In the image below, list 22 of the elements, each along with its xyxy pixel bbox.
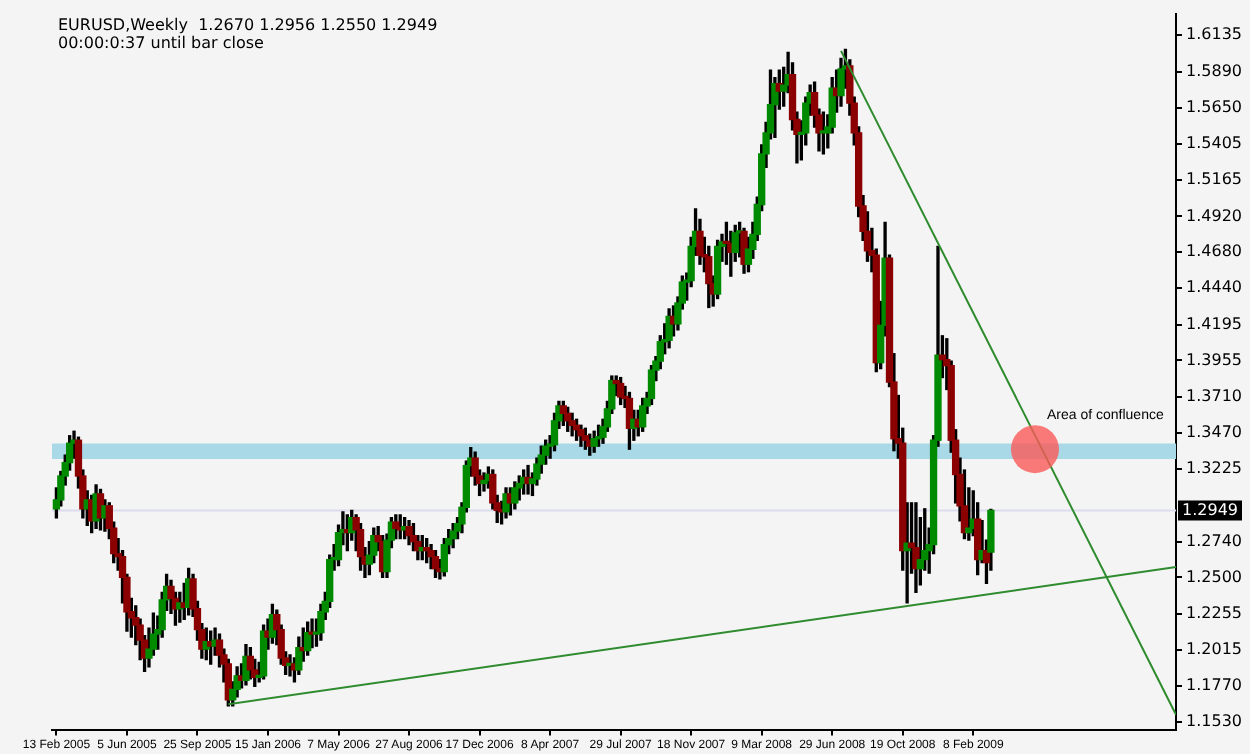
y-tick-label: 1.2255 (1186, 604, 1243, 623)
y-tick-label: 1.4920 (1186, 206, 1243, 225)
y-tick-label: 1.2500 (1186, 567, 1243, 586)
y-tick-label: 1.2740 (1186, 531, 1243, 550)
y-tick-label: 1.5405 (1186, 134, 1243, 153)
text: 00:00:0:37 until bar close (58, 33, 265, 52)
y-tick-label: 1.3955 (1186, 350, 1243, 369)
y-tick-label: 1.1530 (1186, 712, 1243, 731)
chart-title: EURUSD,Weekly 1.2670 1.2956 1.2550 1.2949 (58, 15, 438, 34)
y-tick-label: 1.1770 (1186, 676, 1243, 695)
y-tick-label: 1.5165 (1186, 170, 1243, 189)
y-tick-label: 1.6135 (1186, 25, 1243, 44)
y-tick-label: 1.3710 (1186, 387, 1243, 406)
y-tick-label: 1.4195 (1186, 314, 1243, 333)
y-tick-label: 1.5650 (1186, 97, 1243, 116)
y-tick-label: 1.3470 (1186, 422, 1243, 441)
y-tick-label: 1.2015 (1186, 639, 1243, 658)
y-tick-label: 1.4680 (1186, 242, 1243, 261)
y-tick-label: 1.3225 (1186, 459, 1243, 478)
ref-line-label: 1.2949 (1182, 500, 1239, 519)
y-tick-label: 1.5890 (1186, 61, 1243, 80)
y-tick-label: 1.4440 (1186, 278, 1243, 297)
